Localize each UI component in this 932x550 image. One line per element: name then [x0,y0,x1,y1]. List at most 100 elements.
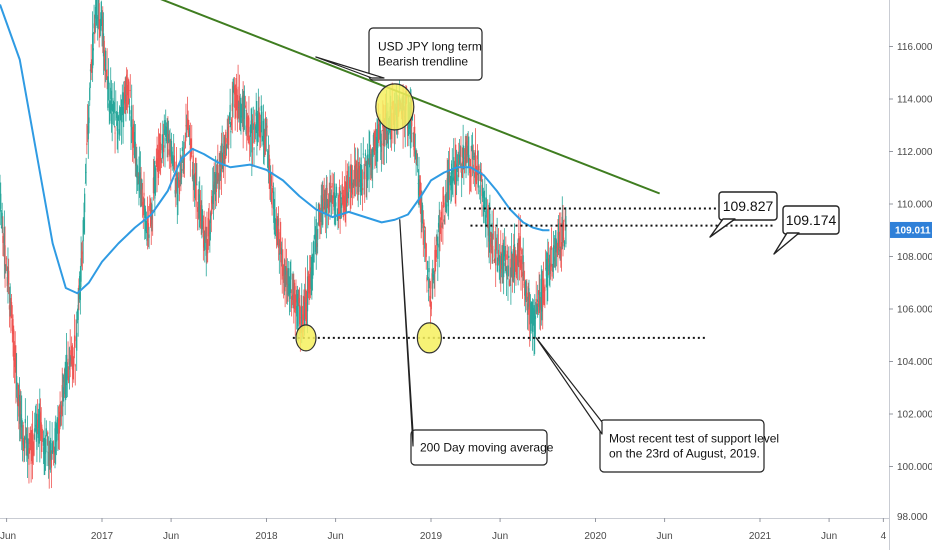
candle-body [463,157,466,159]
candle-body [547,260,549,278]
candle [273,198,275,235]
candle-body [331,183,333,188]
candle [45,420,47,437]
candle [421,190,423,233]
candle [416,153,419,173]
candle-body [411,115,414,121]
candle-body [277,218,279,226]
candle [98,0,100,48]
candle [215,164,217,207]
candle [157,128,160,186]
candle-body [21,418,23,428]
candle-body [176,172,178,205]
candle [192,147,194,202]
candle [250,108,252,134]
candle-body [13,358,16,368]
candle-body [134,132,136,158]
candle [505,265,508,297]
candle-body [183,158,186,160]
candle-body [560,222,562,248]
candle [285,248,288,304]
candle [381,130,383,165]
candle-body [229,104,231,121]
candle-body [283,264,285,283]
candle-body [97,0,100,21]
candle-body [41,427,43,429]
candle-body [481,184,483,196]
time-axis[interactable]: Jun 2017 Jun 2018 Jun 2019 Jun 2020 Jun 2021 Jun 4 [0,518,889,550]
candle [240,97,242,135]
candle [521,247,523,278]
candle-body [309,273,311,283]
candle-body [361,187,364,191]
candle [328,182,330,213]
candle [200,200,202,235]
candle-body [191,147,193,155]
current-price-tag[interactable]: 109.011 [890,221,932,238]
candle [227,114,229,150]
candle [159,134,161,174]
candle [473,150,475,160]
candle [176,165,178,224]
candle [341,171,343,205]
candle [539,296,542,331]
candle-body [170,153,172,168]
candle-body [531,310,533,314]
candle-body [130,116,132,127]
candle [137,172,139,185]
candle-body [529,315,532,324]
candle [107,58,110,101]
candle-body [141,179,143,190]
candle-body [448,168,450,183]
candle [27,438,29,459]
annotation-pointer [399,219,414,447]
candle [40,407,42,459]
candle [131,84,133,144]
candle [554,237,556,268]
candle [263,118,265,166]
candle-body [199,205,202,221]
candle-body [499,269,501,271]
candle-body [549,263,551,274]
candle-body [427,260,429,280]
candle [457,151,459,186]
candle [8,286,11,328]
candle-body [534,315,537,319]
candle [160,157,162,169]
candle-body [332,199,334,201]
candle-body [207,217,210,237]
candle [30,430,32,483]
candle-body [464,148,466,155]
candle-body [286,270,288,296]
candle [65,354,67,401]
candle [489,194,491,253]
candle [327,198,329,229]
price-tick-label: 102.000 [897,410,932,421]
candle [327,193,330,226]
candle-body [58,418,60,429]
candle [225,143,228,156]
candle [497,228,500,266]
candle-body [189,128,191,136]
candle-body [94,23,96,34]
candle-body [132,119,134,142]
candle-body [55,424,57,445]
candle-body [65,362,67,378]
candle-body [348,166,350,192]
candle [465,133,467,179]
price-axis[interactable]: 100.000 102.000 104.000 106.000 108.000 110.0… [889,0,932,550]
candle-body [65,354,68,385]
candle-body [261,111,263,142]
time-tick-label: 2021 [749,531,772,542]
candle [259,112,261,151]
candle [148,226,150,249]
candle [115,90,117,121]
candle [147,196,149,250]
candle [364,157,366,203]
candle-body [558,231,560,249]
candle [547,241,550,276]
candle-body [293,282,296,309]
candle-body [376,138,378,154]
candle-body [189,146,191,161]
candle-body [517,239,519,266]
